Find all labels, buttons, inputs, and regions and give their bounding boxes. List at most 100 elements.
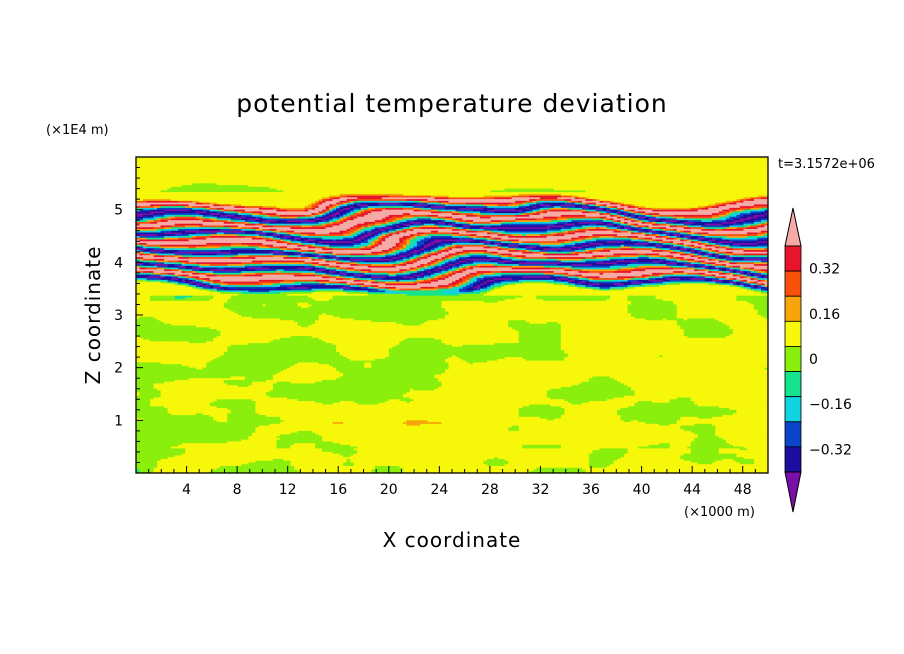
heatmap-cell: [336, 165, 341, 169]
heatmap-cell: [669, 171, 674, 174]
heatmap-cell: [199, 165, 204, 169]
heatmap-cell: [459, 165, 464, 169]
heatmap-cell: [381, 176, 386, 179]
heatmap-cell: [648, 164, 653, 167]
heatmap-cell: [297, 171, 302, 174]
heatmap-cell: [539, 178, 544, 181]
heatmap-cell: [760, 178, 766, 181]
heatmap-cell: [466, 176, 471, 179]
heatmap-cell: [437, 179, 443, 183]
heatmap-cell: [641, 160, 646, 163]
heatmap-cell: [364, 167, 369, 170]
heatmap-cell: [304, 174, 309, 177]
heatmap-cell: [220, 165, 225, 169]
heatmap-cell: [248, 169, 253, 172]
heatmap-cell: [497, 158, 502, 162]
heatmap-cell: [157, 158, 162, 162]
heatmap-cell: [346, 172, 351, 176]
heatmap-cell: [683, 169, 688, 172]
heatmap-cell: [297, 172, 302, 176]
heatmap-cell: [209, 171, 214, 174]
heatmap-cell: [241, 164, 246, 167]
heatmap-cell: [722, 167, 727, 170]
heatmap-cell: [209, 158, 214, 162]
heatmap-cell: [567, 174, 572, 177]
heatmap-cell: [216, 178, 221, 181]
heatmap-cell: [585, 172, 590, 176]
heatmap-cell: [504, 172, 509, 176]
heatmap-cell: [578, 185, 583, 188]
heatmap-cell: [220, 183, 225, 186]
heatmap-cell: [336, 185, 341, 188]
heatmap-cell: [522, 171, 527, 174]
heatmap-cell: [206, 171, 211, 174]
heatmap-cell: [669, 179, 674, 183]
heatmap-cell: [395, 176, 400, 179]
heatmap-cell: [680, 165, 685, 169]
heatmap-cell: [434, 160, 439, 163]
heatmap-cell: [153, 172, 158, 176]
heatmap-cell: [322, 174, 327, 177]
heatmap-cell: [588, 162, 594, 165]
heatmap-cell: [350, 181, 355, 184]
heatmap-cell: [483, 183, 488, 186]
heatmap-cell: [265, 183, 271, 186]
heatmap-cell: [139, 164, 144, 167]
heatmap-cell: [469, 164, 474, 167]
heatmap-cell: [167, 181, 172, 184]
heatmap-cell: [171, 169, 176, 172]
heatmap-cell: [269, 178, 274, 181]
heatmap-cell: [641, 157, 646, 160]
heatmap-cell: [185, 167, 190, 170]
heatmap-cell: [248, 158, 253, 162]
heatmap-cell: [722, 172, 727, 176]
heatmap-cell: [181, 174, 186, 177]
heatmap-cell: [153, 181, 158, 184]
heatmap-cell: [641, 179, 646, 183]
heatmap-cell: [332, 171, 337, 174]
heatmap-cell: [553, 178, 558, 181]
heatmap-cell: [750, 164, 755, 167]
heatmap-cell: [624, 183, 629, 186]
heatmap-cell: [294, 165, 299, 169]
heatmap-cell: [237, 185, 242, 188]
heatmap-cell: [339, 174, 344, 177]
heatmap-cell: [532, 179, 537, 183]
heatmap-cell: [760, 181, 766, 184]
heatmap-cell: [645, 178, 650, 181]
heatmap-cell: [480, 162, 485, 165]
heatmap-cell: [315, 169, 320, 172]
heatmap-cell: [258, 174, 263, 177]
heatmap-cell: [329, 157, 334, 160]
heatmap-cell: [315, 183, 320, 186]
heatmap-cell: [283, 157, 288, 160]
heatmap-cell: [195, 174, 200, 177]
heatmap-cell: [329, 172, 334, 176]
heatmap-cell: [255, 181, 260, 184]
heatmap-cell: [136, 164, 141, 167]
heatmap-cell: [638, 160, 643, 163]
heatmap-cell: [497, 183, 502, 186]
heatmap-cell: [711, 176, 716, 179]
heatmap-cell: [339, 157, 344, 160]
heatmap-cell: [732, 172, 737, 176]
heatmap-cell: [592, 181, 597, 184]
heatmap-cell: [199, 164, 204, 167]
heatmap-cell: [153, 178, 158, 181]
heatmap-cell: [581, 185, 587, 188]
heatmap-cell: [676, 172, 681, 176]
heatmap-cell: [448, 176, 453, 179]
heatmap-cell: [216, 172, 221, 176]
heatmap-cell: [276, 179, 281, 183]
heatmap-cell: [402, 162, 407, 165]
heatmap-cell: [673, 178, 678, 181]
heatmap-cell: [241, 179, 246, 183]
heatmap-cell: [311, 181, 316, 184]
heatmap-cell: [592, 164, 597, 167]
heatmap-cell: [395, 165, 400, 169]
heatmap-cell: [167, 160, 172, 163]
heatmap-cell: [413, 158, 418, 162]
heatmap-cell: [286, 167, 292, 170]
heatmap-cell: [571, 171, 576, 174]
heatmap-cell: [318, 183, 323, 186]
